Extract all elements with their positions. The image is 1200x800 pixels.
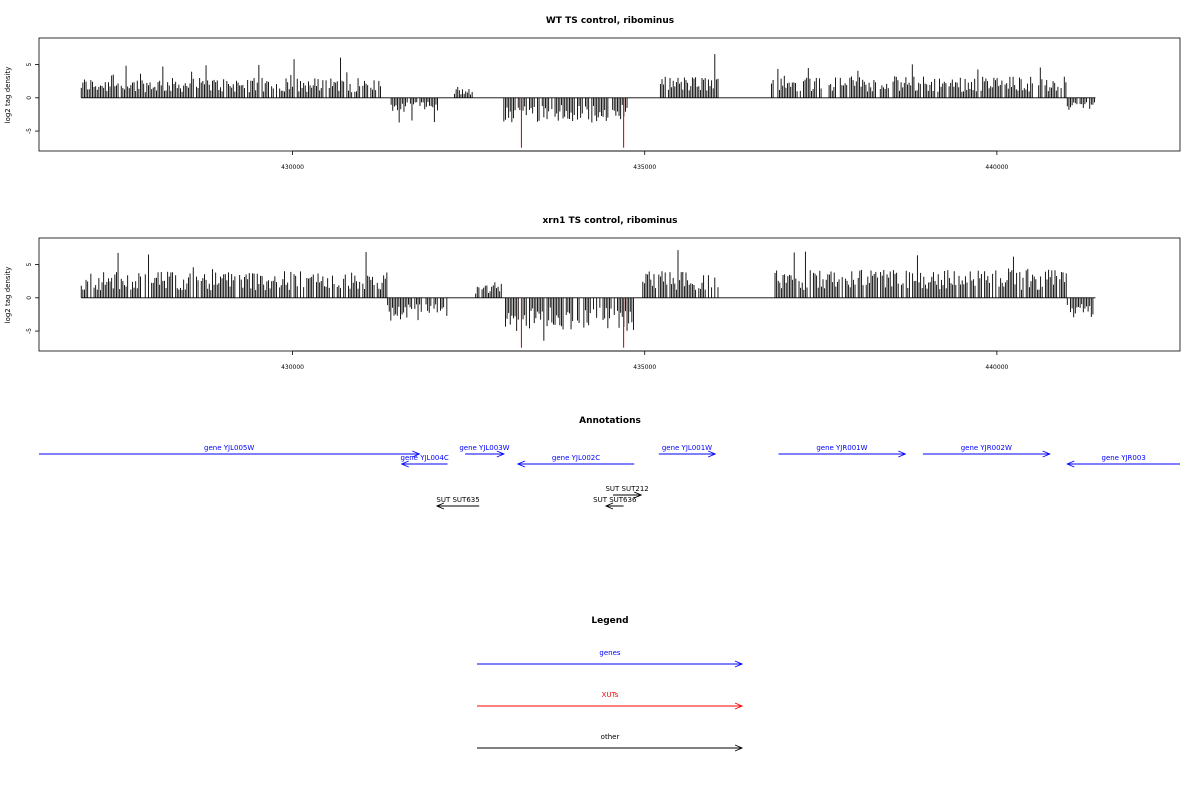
annotation-feature: gene YJL005W xyxy=(39,444,421,458)
annotation-feature: SUT SUT636 xyxy=(593,496,637,510)
annotation-feature: gene YJL001W xyxy=(658,444,717,458)
annotation-feature-label: SUT SUT635 xyxy=(436,496,479,504)
legend-entry-arrowhead xyxy=(734,744,744,752)
wt-track-title: WT TS control, ribominus xyxy=(546,16,674,26)
annotation-feature-label: gene YJL005W xyxy=(204,444,254,452)
annotation-feature-label: gene YJL004C xyxy=(401,454,449,462)
wt-y-axis-label: log2 tag density xyxy=(4,67,12,124)
legend-entry: genes xyxy=(477,649,744,668)
wt-y-tick-label: 5 xyxy=(26,63,33,67)
legend-entry-label: genes xyxy=(599,649,620,657)
annotation-feature-arrowhead xyxy=(707,450,717,458)
wt-y-tick-label: -5 xyxy=(26,128,33,134)
legend-entry: XUTs xyxy=(477,691,744,710)
legend-entry-arrowhead xyxy=(734,702,744,710)
annotation-features: gene YJL005W gene YJL004C gene YJL003W gene… xyxy=(39,444,1180,510)
annotation-feature-label: SUT SUT636 xyxy=(593,496,637,504)
annotation-feature: gene YJL002C xyxy=(516,454,635,468)
annotation-feature: gene YJR003 xyxy=(1066,454,1180,468)
xrn1-bars xyxy=(80,250,1096,348)
annotation-feature-arrowhead xyxy=(496,450,505,458)
annotation-feature-label: gene YJL001W xyxy=(662,444,712,452)
wt-bars xyxy=(80,54,1096,148)
annotation-feature-label: gene YJL002C xyxy=(552,454,600,462)
wt-x-tick-label: 435000 xyxy=(633,164,656,171)
wt-plot-frame xyxy=(38,37,1181,152)
annotation-feature: gene YJL003W xyxy=(459,444,510,458)
annotation-feature: gene YJL004C xyxy=(400,454,449,468)
xrn1-y-tick-label: 0 xyxy=(26,296,33,300)
annotation-feature-arrowhead xyxy=(1066,460,1075,468)
xrn1-track-title: xrn1 TS control, ribominus xyxy=(542,216,677,226)
wt-y-tick-label: 0 xyxy=(26,96,33,100)
legend-entry-label: XUTs xyxy=(602,691,619,699)
xrn1-x-axis: 430000 435000 440000 xyxy=(281,350,1009,371)
wt-x-tick-label: 430000 xyxy=(281,164,304,171)
annotation-feature-label: gene YJR003 xyxy=(1102,454,1146,462)
annotation-feature: SUT SUT635 xyxy=(435,496,480,510)
xrn1-x-tick-label: 435000 xyxy=(633,364,656,371)
annotation-feature: SUT SUT212 xyxy=(605,485,649,499)
annotation-feature-arrowhead xyxy=(516,460,526,468)
xrn1-y-tick-label: -5 xyxy=(26,328,33,334)
annotation-feature-arrowhead xyxy=(898,450,907,458)
wt-track-panel: WT TS control, ribominus log2 tag densit… xyxy=(4,16,1181,171)
legend-entries: genes XUTs other xyxy=(477,649,744,752)
legend-panel: Legend genes XUTs other xyxy=(477,616,744,752)
annotation-feature-label: gene YJL003W xyxy=(459,444,509,452)
wt-y-axis: -5 0 5 xyxy=(26,63,40,134)
legend-entry-arrowhead xyxy=(734,660,744,668)
annotation-feature-arrowhead xyxy=(400,460,409,468)
annotation-feature-label: gene YJR001W xyxy=(816,444,867,452)
wt-x-tick-label: 440000 xyxy=(985,164,1008,171)
legend-title: Legend xyxy=(591,616,628,626)
annotations-title: Annotations xyxy=(579,416,641,426)
legend-entry: other xyxy=(477,733,744,752)
annotation-feature-arrowhead xyxy=(604,502,614,510)
annotation-feature: gene YJR001W xyxy=(778,444,907,458)
annotation-feature-arrowhead xyxy=(634,491,643,499)
annotation-feature-label: SUT SUT212 xyxy=(605,485,648,493)
annotation-feature-arrowhead xyxy=(1042,450,1051,458)
xrn1-y-tick-label: 5 xyxy=(26,263,33,267)
annotation-feature: gene YJR002W xyxy=(922,444,1051,458)
wt-x-axis: 430000 435000 440000 xyxy=(281,150,1009,171)
annotation-feature-arrowhead xyxy=(435,502,445,510)
xrn1-track-panel: xrn1 TS control, ribominus log2 tag dens… xyxy=(4,216,1181,371)
xrn1-x-tick-label: 440000 xyxy=(985,364,1008,371)
annotation-feature-label: gene YJR002W xyxy=(961,444,1012,452)
legend-entry-label: other xyxy=(601,733,620,741)
xrn1-x-tick-label: 430000 xyxy=(281,364,304,371)
xrn1-y-axis: -5 0 5 xyxy=(26,263,40,334)
xrn1-y-axis-label: log2 tag density xyxy=(4,267,12,324)
annotation-feature-arrowhead xyxy=(412,450,421,458)
